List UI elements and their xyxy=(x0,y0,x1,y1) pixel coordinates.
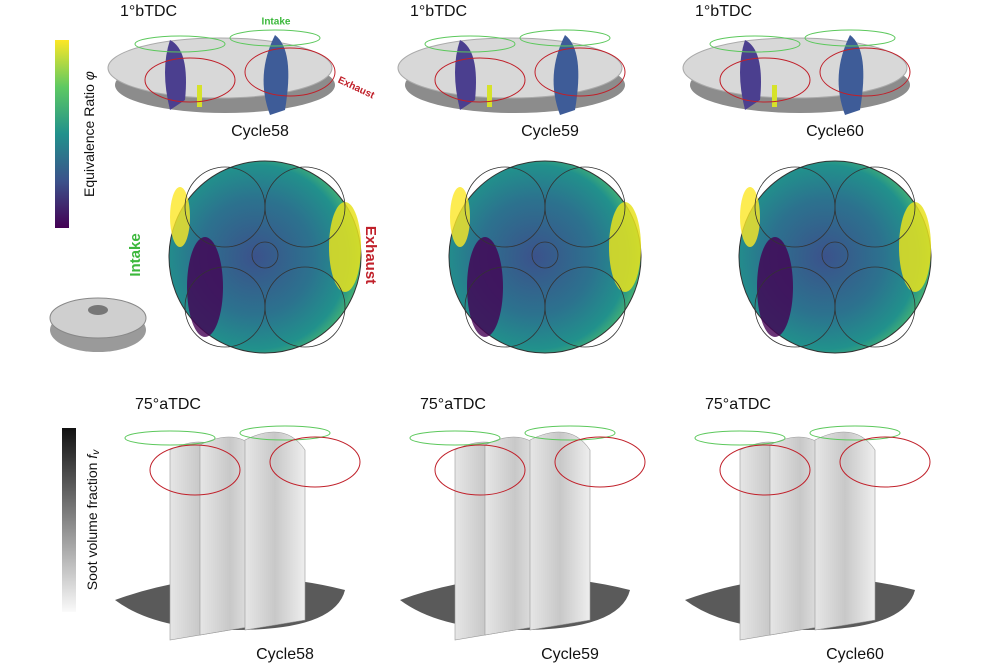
injector-outline xyxy=(821,241,849,269)
cylinder-top xyxy=(107,37,333,99)
engine-3d-view xyxy=(682,29,911,115)
intake-label: Intake xyxy=(127,233,144,276)
fuel-plume xyxy=(263,35,289,115)
soot-3d-view xyxy=(400,425,646,641)
soot-3d-view xyxy=(685,425,931,641)
inset-exhaust-label: Exhaust xyxy=(336,75,377,102)
intake-valve xyxy=(124,430,216,446)
intake-valve xyxy=(694,430,786,446)
equivalence-ratio-contour xyxy=(448,160,642,354)
rich-region xyxy=(609,202,641,292)
exhaust-valve xyxy=(719,444,811,496)
valve-outline xyxy=(834,166,916,248)
exhaust-valve xyxy=(149,444,241,496)
exhaust-valve xyxy=(244,47,336,97)
rich-region xyxy=(170,187,190,247)
engine-3d-view xyxy=(107,29,336,115)
cycle-label: Cycle59 xyxy=(541,646,599,663)
injector-outline xyxy=(531,241,559,269)
soot-3d-view xyxy=(115,425,361,641)
crank-angle: 75°aTDC xyxy=(135,396,201,413)
exhaust-valve xyxy=(819,47,911,97)
valve-outline xyxy=(544,266,626,348)
valve-outline xyxy=(264,266,346,348)
cylinder-top xyxy=(397,37,623,99)
colorbar-soot xyxy=(62,428,76,612)
intake-valve xyxy=(409,430,501,446)
lean-region xyxy=(187,237,223,337)
exhaust-valve xyxy=(269,436,361,488)
cycle-label: Cycle59 xyxy=(521,123,579,140)
intake-valve xyxy=(809,425,901,441)
valve-outline xyxy=(834,266,916,348)
soot-sheet xyxy=(529,431,591,631)
intake-valve xyxy=(519,29,611,47)
exhaust-valve xyxy=(144,57,236,103)
crank-angle: 1°bTDC xyxy=(120,3,177,20)
intake-valve xyxy=(524,425,616,441)
crank-angle: 75°aTDC xyxy=(705,396,771,413)
intake-valve xyxy=(424,35,516,53)
exhaust-valve xyxy=(434,57,526,103)
valve-outline xyxy=(544,166,626,248)
soot-sheet xyxy=(244,431,306,631)
intake-valve xyxy=(134,35,226,53)
fuel-plume xyxy=(553,35,579,115)
intake-valve xyxy=(239,425,331,441)
cycle-label: Cycle58 xyxy=(231,123,289,140)
fuel-plume xyxy=(165,40,186,110)
cylinder-top xyxy=(682,37,908,99)
exhaust-valve xyxy=(719,57,811,103)
soot-sheet xyxy=(814,431,876,631)
cycle-label: Cycle58 xyxy=(256,646,314,663)
exhaust-valve xyxy=(434,444,526,496)
inset-intake-label: Intake xyxy=(262,17,291,28)
rich-region xyxy=(450,187,470,247)
colorbar-label: Soot volume fraction fv xyxy=(84,449,102,590)
plume-highlight xyxy=(197,85,202,107)
plume-highlight xyxy=(772,85,777,107)
plume-highlight xyxy=(487,85,492,107)
crank-angle: 1°bTDC xyxy=(410,3,467,20)
intake-valve xyxy=(709,35,801,53)
equivalence-ratio-contour xyxy=(738,160,932,354)
colorbar-equivalence-ratio xyxy=(55,40,69,228)
rich-region xyxy=(899,202,931,292)
injector-outline xyxy=(251,241,279,269)
valve-outline xyxy=(264,166,346,248)
crank-angle: 1°bTDC xyxy=(695,3,752,20)
lean-region xyxy=(757,237,793,337)
rich-region xyxy=(740,187,760,247)
cycle-label: Cycle60 xyxy=(806,123,864,140)
cycle-label: Cycle60 xyxy=(826,646,884,663)
crank-angle: 75°aTDC xyxy=(420,396,486,413)
exhaust-label: Exhaust xyxy=(362,226,379,284)
engine-3d-view xyxy=(397,29,626,115)
intake-valve xyxy=(229,29,321,47)
rich-region xyxy=(329,202,361,292)
fuel-plume xyxy=(740,40,761,110)
colorbar-label: Equivalence Ratio φ xyxy=(81,71,97,197)
fuel-plume xyxy=(455,40,476,110)
intake-valve xyxy=(804,29,896,47)
equivalence-ratio-contour xyxy=(168,160,362,354)
exhaust-valve xyxy=(534,47,626,97)
fuel-plume xyxy=(838,35,864,115)
engine-thumbnail xyxy=(49,297,147,352)
lean-region xyxy=(467,237,503,337)
exhaust-valve xyxy=(839,436,931,488)
exhaust-valve xyxy=(554,436,646,488)
